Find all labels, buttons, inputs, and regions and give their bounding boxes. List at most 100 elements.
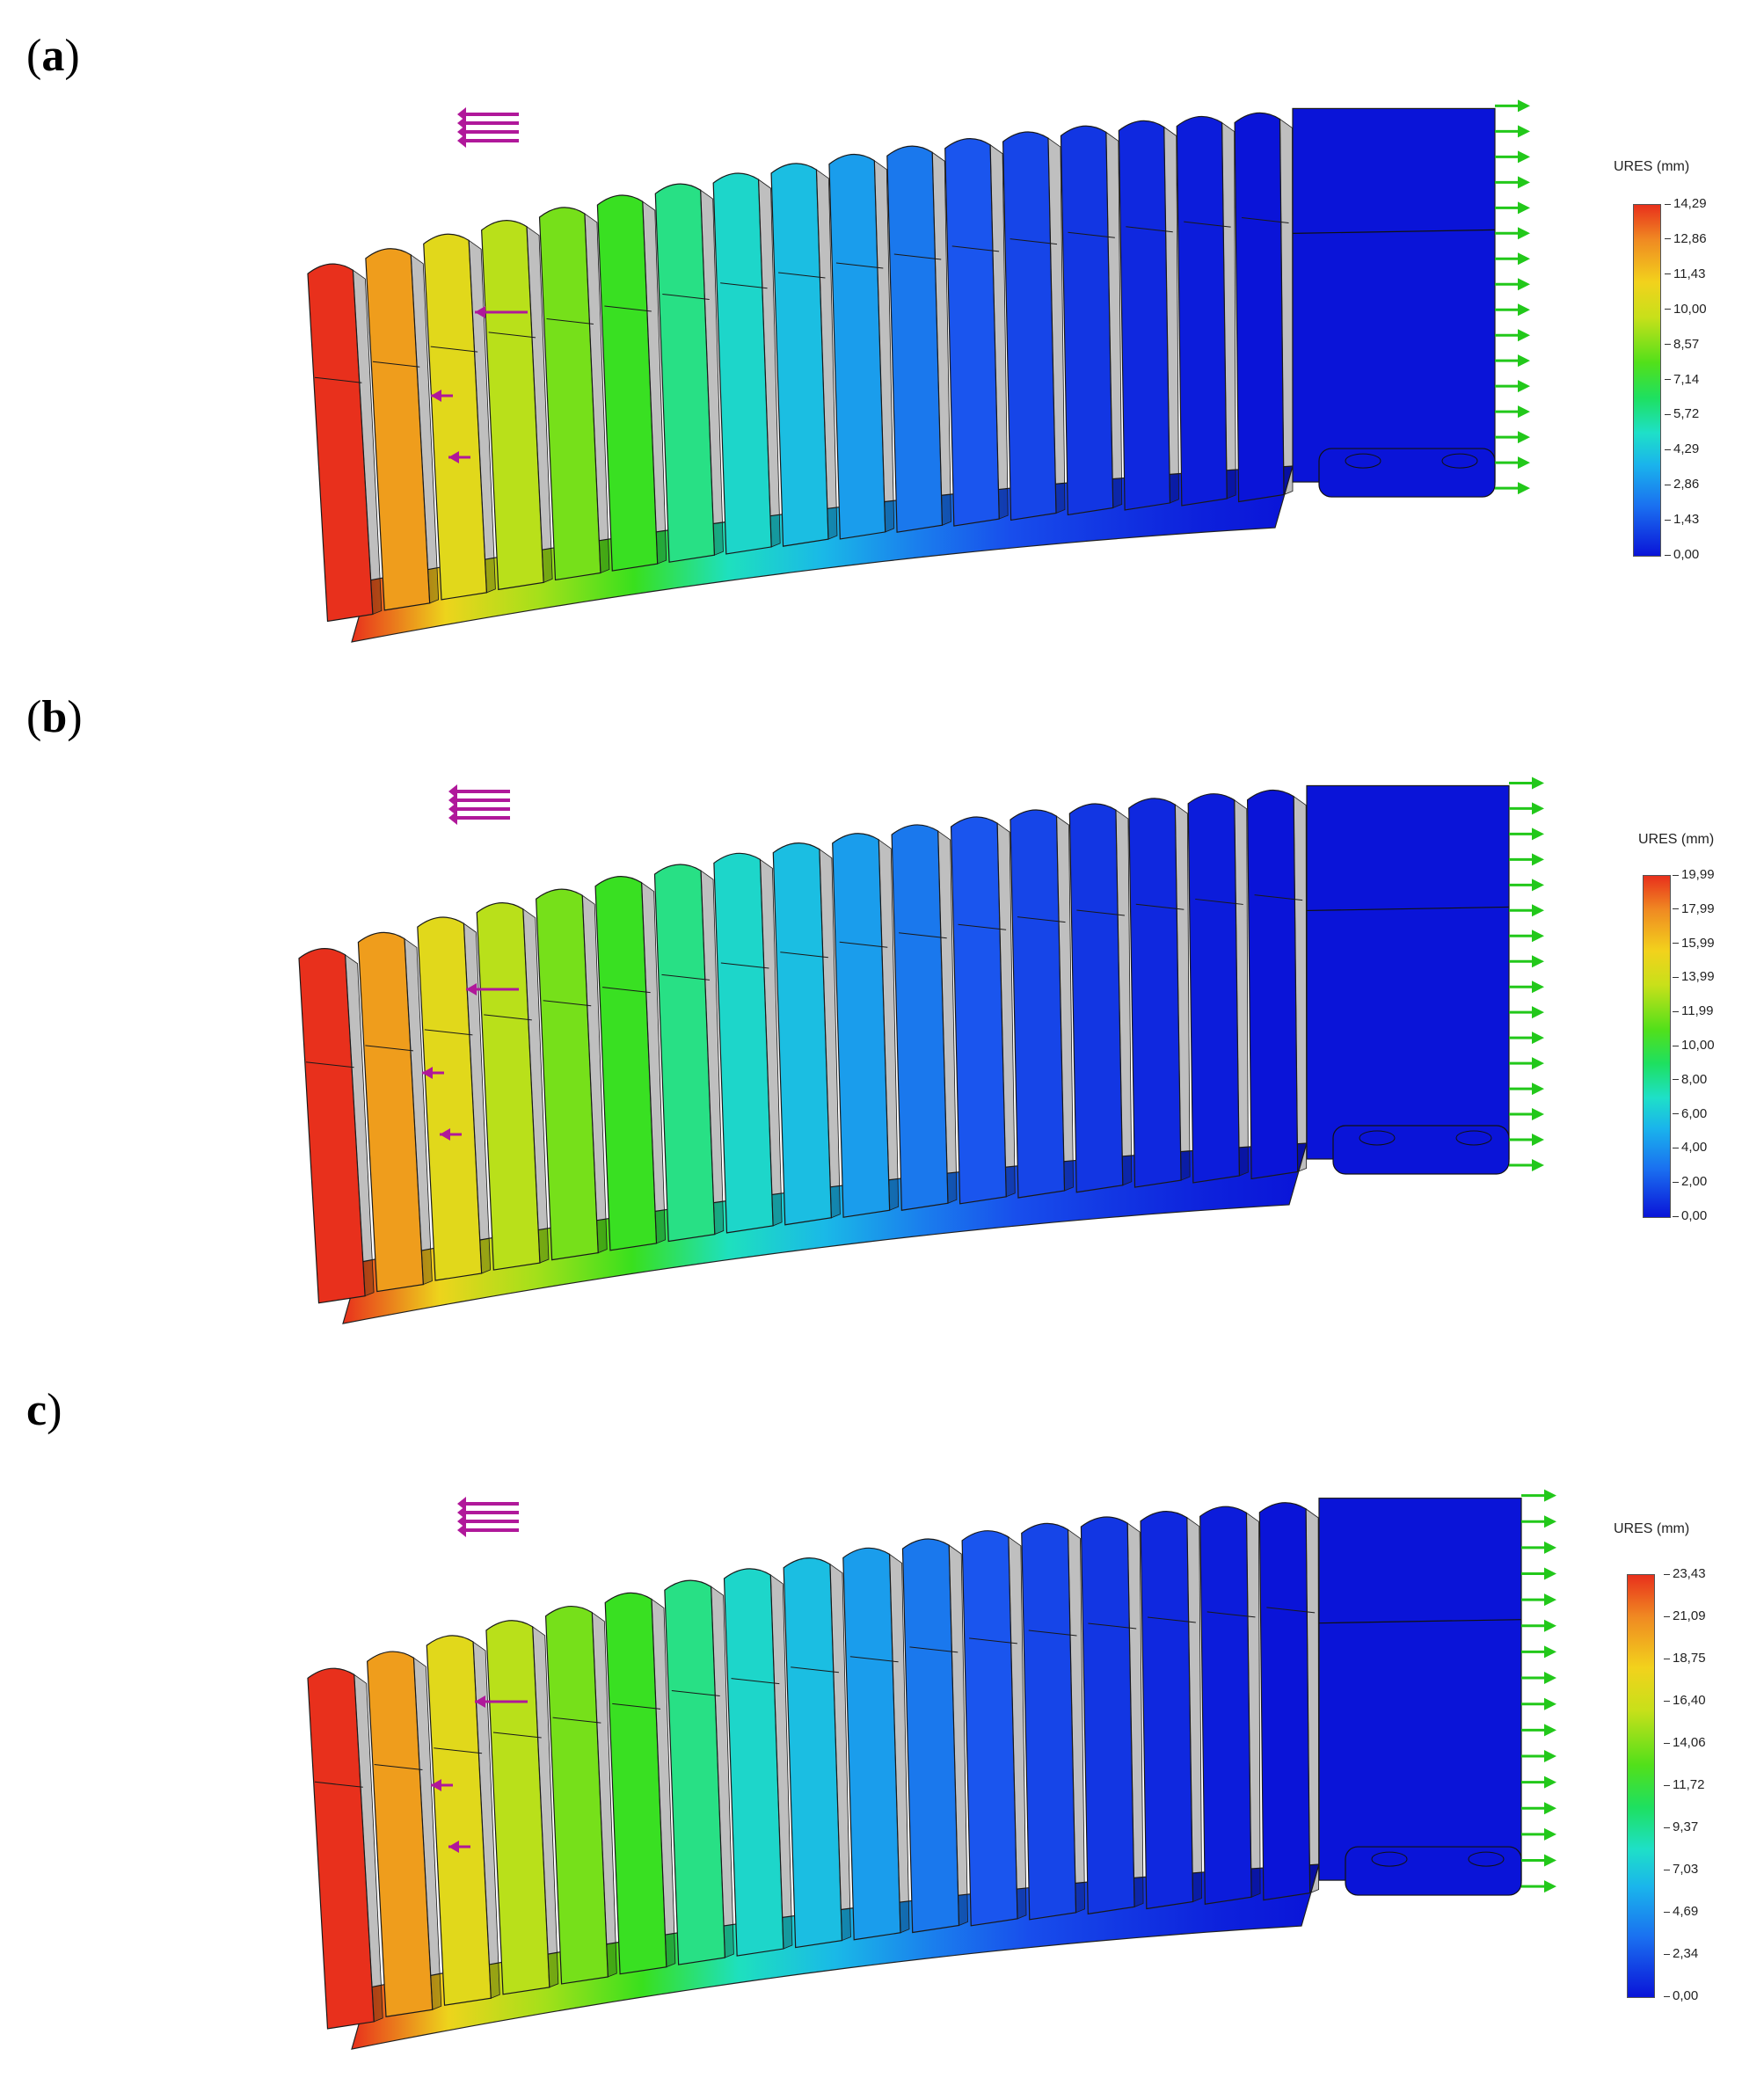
finger-side-face <box>522 908 550 1264</box>
force-arrow <box>448 1841 459 1853</box>
finger-edge-line <box>1195 898 1243 905</box>
finger-side-face <box>591 1611 617 1978</box>
fixture-marker <box>1544 1827 1556 1841</box>
fixture-marker <box>1544 1802 1556 1815</box>
comb-finger <box>944 138 1000 527</box>
finger-side-face <box>1105 131 1123 509</box>
fixture-marker <box>1518 252 1530 266</box>
finger-edge-line <box>314 376 362 383</box>
comb-finger <box>1187 793 1240 1184</box>
legend-tick: 5,72 <box>1664 406 1700 422</box>
mounting-tab <box>1345 1846 1522 1896</box>
panel-c: c) URES (mm) 23,43 21,09 18,75 16,40 14,06 11… <box>0 1363 1764 2100</box>
mounting-tab <box>1318 448 1496 498</box>
fixture-marker <box>1544 1880 1556 1893</box>
finger-edge-line <box>671 1689 720 1696</box>
legend-tick: 10,00 <box>1665 301 1707 317</box>
finger-edge-line <box>424 1029 473 1036</box>
finger-side-face <box>584 213 610 574</box>
panel-label-b: (b) <box>26 692 83 742</box>
force-arrow <box>431 390 441 402</box>
finger-edge-line <box>909 1646 959 1653</box>
finger-side-face <box>1047 137 1066 514</box>
finger-side-face <box>700 870 725 1236</box>
fixture-marker <box>1518 380 1530 393</box>
mounting-tab <box>1332 1125 1510 1175</box>
comb-finger <box>1258 1502 1311 1901</box>
finger-side-face <box>829 1563 851 1942</box>
fixture-marker <box>1518 227 1530 240</box>
finger-side-face <box>354 1673 383 2023</box>
finger-edge-line <box>662 293 710 300</box>
finger-side-face <box>1174 804 1191 1181</box>
finger-edge-line <box>835 262 884 269</box>
fixture-marker <box>1532 777 1544 790</box>
finger-edge-line <box>612 1703 661 1710</box>
finger-edge-line <box>791 1666 839 1673</box>
force-arrow <box>457 1523 466 1537</box>
force-arrow <box>422 1067 433 1079</box>
fixture-marker <box>1518 482 1530 495</box>
finger-side-face <box>948 1544 968 1927</box>
finger-edge-line <box>1242 216 1289 223</box>
fixture-marker <box>1518 431 1530 444</box>
color-scale-bar-b <box>1643 875 1671 1218</box>
finger-edge-line <box>849 1656 899 1663</box>
finger-side-face <box>931 151 951 526</box>
legend-tick: 7,14 <box>1664 371 1700 387</box>
fixture-marker <box>1544 1776 1556 1789</box>
finger-side-face <box>651 1598 676 1968</box>
finger-side-face <box>711 1586 734 1958</box>
finger-edge-line <box>661 973 711 981</box>
fea-model-c <box>307 1489 1556 2050</box>
fixed-block <box>1318 1498 1522 1881</box>
legend-tick: 11,72 <box>1663 1777 1705 1792</box>
legend-tick: 19,99 <box>1673 867 1715 882</box>
finger-edge-line <box>1017 916 1066 923</box>
finger-edge-line <box>1068 231 1115 238</box>
finger-edge-line <box>1254 894 1303 901</box>
fixed-block <box>1306 784 1510 1160</box>
legend-tick: 21,09 <box>1664 1608 1706 1623</box>
force-arrow <box>475 306 485 318</box>
finger-edge-line <box>374 1764 423 1771</box>
fixture-marker <box>1518 150 1530 164</box>
finger-edge-line <box>899 932 947 939</box>
finger-side-face <box>937 830 958 1204</box>
comb-finger <box>1199 1506 1252 1905</box>
finger-side-face <box>1293 795 1308 1173</box>
fixture-marker <box>1518 456 1530 470</box>
fixture-marker <box>1532 879 1544 892</box>
comb-finger <box>1068 803 1124 1193</box>
legend-tick: 11,99 <box>1672 1003 1714 1019</box>
finger-side-face <box>1279 118 1294 496</box>
fixture-marker <box>1532 1032 1544 1045</box>
mounting-hole <box>1345 453 1381 469</box>
mounting-hole <box>1468 1851 1505 1867</box>
finger-side-face <box>412 1657 442 2010</box>
fixture-marker <box>1544 1567 1556 1580</box>
fixture-marker <box>1532 1083 1544 1096</box>
finger-edge-line <box>1126 226 1173 233</box>
comb-finger <box>950 816 1007 1205</box>
legend-tick: 0,00 <box>1672 1208 1708 1223</box>
fixture-marker <box>1518 99 1530 113</box>
finger-side-face <box>1008 1536 1027 1920</box>
comb-finger <box>1246 789 1299 1180</box>
fixture-marker <box>1544 1672 1556 1685</box>
force-arrow <box>475 1695 485 1708</box>
finger-side-face <box>1056 815 1074 1192</box>
finger-edge-line <box>305 1061 354 1068</box>
finger-side-face <box>1246 1512 1261 1898</box>
finger-edge-line <box>488 332 536 339</box>
legend-tick: 0,00 <box>1663 1988 1699 2003</box>
legend-tick: 4,00 <box>1672 1140 1708 1156</box>
force-arrow <box>440 1128 450 1141</box>
legend-title-b: URES (mm) <box>1638 832 1715 847</box>
fixture-marker <box>1532 955 1544 968</box>
finger-edge-line <box>1184 221 1231 228</box>
finger-side-face <box>816 169 838 540</box>
fixture-marker <box>1544 1724 1556 1737</box>
color-scale-bar-a <box>1633 204 1661 557</box>
legend-title-c: URES (mm) <box>1614 1521 1690 1536</box>
